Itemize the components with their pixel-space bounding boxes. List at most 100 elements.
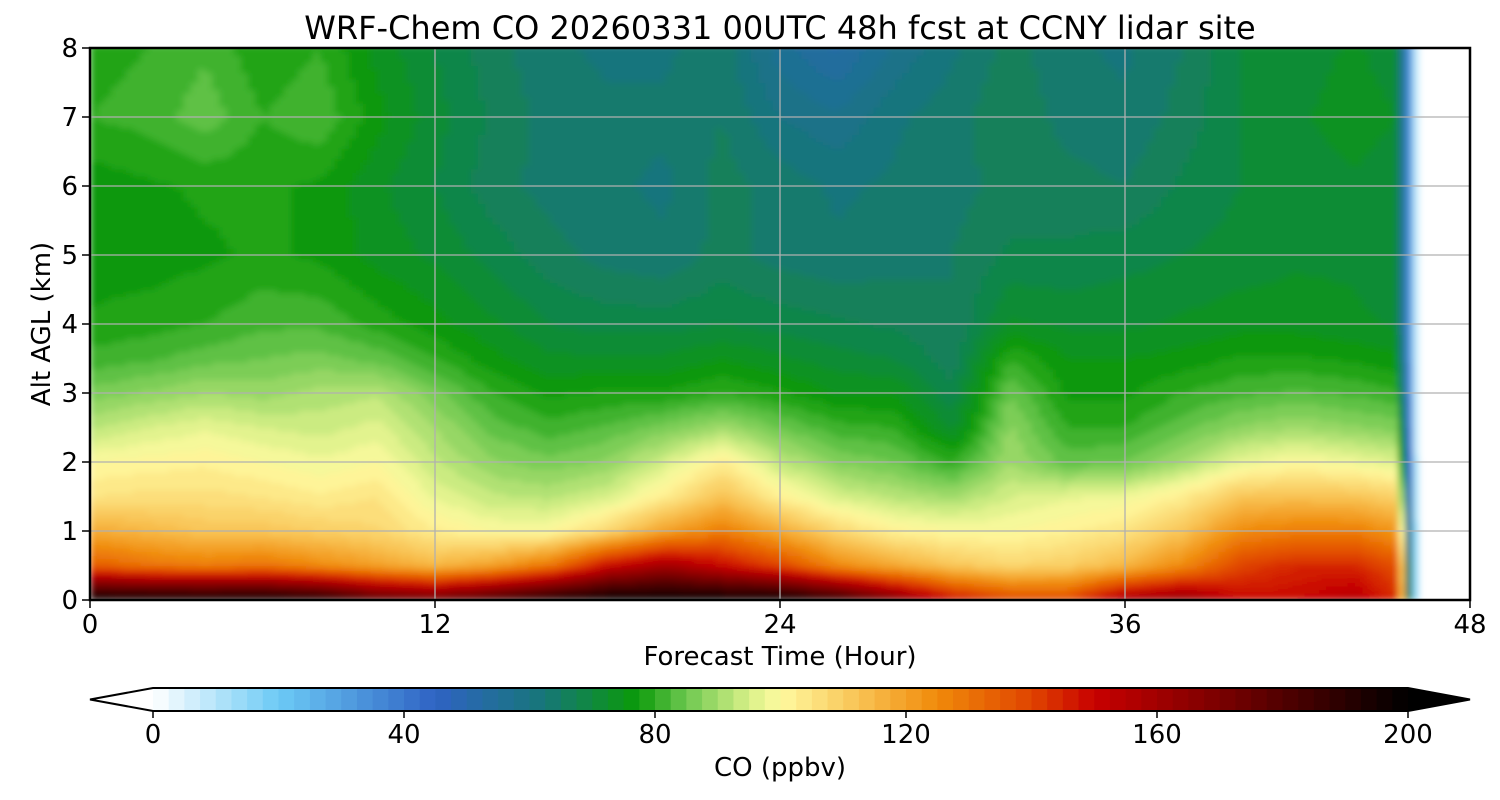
heatmap-cell	[125, 579, 134, 584]
heatmap-cell	[169, 330, 177, 335]
heatmap-cell	[291, 531, 300, 536]
heatmap-cell	[219, 451, 228, 456]
heatmap-cell	[140, 192, 149, 197]
heatmap-cell	[212, 558, 220, 563]
heatmap-cell	[240, 489, 249, 494]
heatmap-cell	[125, 544, 134, 549]
heatmap-cell	[154, 317, 163, 322]
heatmap-cell	[205, 568, 213, 573]
heatmap-cell	[183, 465, 192, 470]
heatmap-cell	[305, 65, 314, 70]
heatmap-cell	[298, 368, 307, 373]
heatmap-cell	[226, 296, 235, 301]
heatmap-cell	[90, 113, 98, 118]
heatmap-cell	[90, 161, 98, 166]
heatmap-cell	[154, 462, 163, 467]
heatmap-cell	[262, 120, 271, 125]
heatmap-cell	[190, 313, 199, 318]
heatmap-cell	[276, 396, 285, 401]
heatmap-cell	[183, 531, 192, 536]
heatmap-cell	[233, 337, 242, 342]
heatmap-cell	[219, 48, 228, 53]
heatmap-cell	[262, 299, 271, 304]
heatmap-cell	[97, 144, 105, 149]
heatmap-cell	[183, 127, 192, 132]
heatmap-cell	[284, 313, 292, 318]
heatmap-cell	[111, 534, 120, 539]
heatmap-cell	[90, 103, 98, 108]
heatmap-cell	[147, 562, 156, 567]
heatmap-cell	[154, 75, 163, 80]
heatmap-cell	[205, 441, 213, 446]
heatmap-cell	[147, 537, 156, 542]
heatmap-cell	[90, 430, 98, 435]
heatmap-cell	[269, 103, 278, 108]
heatmap-cell	[154, 241, 163, 246]
heatmap-cell	[169, 248, 177, 253]
heatmap-cell	[305, 186, 314, 191]
heatmap-cell	[197, 96, 206, 101]
heatmap-cell	[305, 286, 314, 291]
heatmap-cell	[104, 58, 113, 63]
heatmap-cell	[125, 430, 134, 435]
heatmap-cell	[125, 572, 134, 577]
heatmap-cell	[240, 351, 249, 356]
heatmap-cell	[233, 341, 242, 346]
heatmap-cell	[291, 517, 300, 522]
heatmap-cell	[140, 99, 149, 104]
heatmap-cell	[269, 327, 278, 332]
heatmap-cell	[133, 54, 141, 59]
heatmap-cell	[219, 548, 228, 553]
heatmap-cell	[104, 524, 113, 529]
heatmap-cell	[240, 493, 249, 498]
heatmap-cell	[255, 475, 264, 480]
heatmap-cell	[154, 582, 163, 587]
heatmap-cell	[147, 68, 156, 73]
heatmap-cell	[97, 444, 105, 449]
heatmap-cell	[183, 379, 192, 384]
heatmap-cell	[97, 327, 105, 332]
heatmap-cell	[183, 299, 192, 304]
heatmap-cell	[183, 424, 192, 429]
heatmap-cell	[226, 310, 235, 315]
heatmap-cell	[205, 54, 213, 59]
heatmap-cell	[197, 541, 206, 546]
heatmap-cell	[248, 437, 256, 442]
heatmap-cell	[147, 123, 156, 128]
heatmap-cell	[219, 368, 228, 373]
heatmap-cell	[104, 479, 113, 484]
heatmap-cell	[284, 85, 292, 90]
heatmap-cell	[305, 210, 314, 215]
heatmap-cell	[161, 103, 170, 108]
heatmap-cell	[190, 465, 199, 470]
heatmap-cell	[125, 48, 134, 53]
heatmap-cell	[240, 575, 249, 580]
heatmap-cell	[90, 558, 98, 563]
heatmap-cell	[240, 468, 249, 473]
heatmap-cell	[154, 203, 163, 208]
heatmap-cell	[205, 103, 213, 108]
heatmap-cell	[118, 596, 127, 600]
heatmap-cell	[161, 534, 170, 539]
heatmap-cell	[219, 144, 228, 149]
heatmap-cell	[212, 199, 220, 204]
heatmap-cell	[255, 420, 264, 425]
heatmap-cell	[276, 134, 285, 139]
heatmap-cell	[298, 182, 307, 187]
heatmap-cell	[291, 130, 300, 135]
heatmap-cell	[233, 217, 242, 222]
heatmap-cell	[118, 65, 127, 70]
heatmap-cell	[90, 199, 98, 204]
heatmap-cell	[276, 289, 285, 294]
heatmap-cell	[233, 403, 242, 408]
heatmap-cell	[291, 537, 300, 542]
heatmap-cell	[183, 279, 192, 284]
heatmap-cell	[104, 196, 113, 201]
heatmap-cell	[219, 137, 228, 142]
heatmap-cell	[97, 282, 105, 287]
heatmap-cell	[147, 75, 156, 80]
heatmap-cell	[161, 117, 170, 122]
heatmap-cell	[298, 313, 307, 318]
heatmap-cell	[219, 551, 228, 556]
heatmap-cell	[161, 137, 170, 142]
